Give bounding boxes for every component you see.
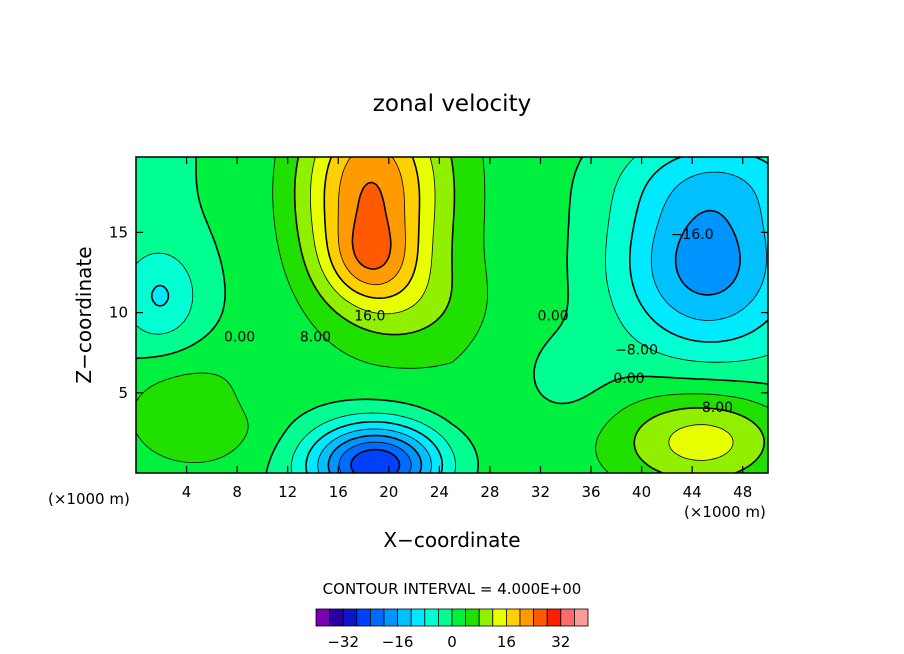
colorbar-tick-label: −32	[327, 633, 359, 651]
x-tick-label: 32	[531, 483, 550, 501]
contour-line	[351, 181, 392, 270]
contour-line	[323, 157, 421, 299]
colorbar-swatch	[397, 608, 412, 627]
x-tick-label: 16	[329, 483, 348, 501]
colorbar-swatch	[410, 608, 426, 627]
colorbar-tick-label: −16	[382, 633, 414, 651]
y-tick-label: 10	[109, 304, 128, 322]
colorbar-swatch	[546, 608, 562, 627]
contour-label: 8.00	[702, 400, 733, 416]
contour-interval-text: CONTOUR INTERVAL = 4.000E+00	[323, 580, 582, 598]
contour-line	[310, 157, 734, 461]
contour-line	[317, 171, 767, 473]
y-tick-label: 5	[118, 384, 128, 402]
contour-line	[136, 157, 768, 473]
plot-frame	[135, 156, 769, 474]
heatmap-field	[136, 157, 768, 473]
colorbar-swatch	[383, 608, 399, 627]
plot-area: 16.0 8.00 0.00 0.00 −16.0 −8.00 0.00 8.00	[135, 156, 769, 474]
colorbar-swatch	[465, 608, 480, 627]
colorbar: −32 −16 0 16 32	[315, 608, 589, 651]
contour-label: −8.00	[615, 342, 658, 358]
colorbar-swatch	[451, 608, 467, 627]
x-tick-label: 40	[632, 483, 651, 501]
contour-line	[136, 157, 768, 473]
y-tick-label: 15	[109, 223, 128, 241]
contour-line	[293, 157, 765, 473]
colorbar-swatch	[505, 608, 521, 627]
colorbar-swatch	[342, 608, 358, 627]
colorbar-swatch	[437, 608, 453, 627]
colorbar-swatch	[369, 608, 385, 627]
y-axis-label: Z−coordinate	[72, 246, 96, 383]
colorbar-swatch	[315, 608, 331, 627]
contour-line	[338, 441, 412, 473]
contour-label: 0.00	[613, 371, 644, 387]
x-tick-label: 12	[278, 483, 297, 501]
contour-line	[136, 157, 768, 473]
colorbar-tick-label: 0	[447, 633, 457, 651]
contour-label: 0.00	[538, 309, 569, 325]
x-tick-label: 44	[683, 483, 702, 501]
colorbar-swatch	[533, 608, 548, 627]
x-axis-label: X−coordinate	[383, 528, 520, 552]
contour-lines	[136, 157, 768, 473]
x-axis: 4 8 12 16 20 24 28 32 36 40 44 48	[182, 157, 752, 501]
x-tick-label: 8	[232, 483, 242, 501]
contour-labels: 16.0 8.00 0.00 0.00 −16.0 −8.00 0.00 8.00	[224, 227, 733, 416]
x-tick-label: 20	[379, 483, 398, 501]
colorbar-swatch	[519, 608, 535, 627]
x-unit-left: (×1000 m)	[48, 490, 130, 508]
chart-title: zonal velocity	[373, 91, 531, 117]
x-tick-label: 36	[581, 483, 600, 501]
contour-line	[327, 209, 741, 473]
colorbar-swatch	[560, 608, 575, 627]
contour-line	[350, 448, 401, 473]
colorbar-tick-label: 16	[497, 633, 516, 651]
contour-line	[150, 157, 768, 473]
contour-label: −16.0	[671, 227, 714, 243]
contour-label: 8.00	[300, 329, 331, 345]
x-tick-label: 4	[182, 483, 192, 501]
contour-label: 0.00	[224, 329, 255, 345]
colorbar-swatch	[492, 608, 507, 627]
colorbar-tick-label: 32	[551, 633, 570, 651]
colorbar-swatch	[329, 608, 344, 627]
colorbar-swatch	[356, 608, 371, 627]
colorbar-swatch	[478, 608, 494, 627]
colorbar-swatch	[574, 608, 589, 627]
y-axis: 5 10 15	[109, 223, 768, 402]
contour-line	[337, 157, 406, 285]
x-tick-label: 28	[480, 483, 499, 501]
colorbar-swatch	[424, 608, 439, 627]
contour-label: 16.0	[354, 309, 385, 325]
x-tick-label: 48	[733, 483, 752, 501]
x-unit-right: (×1000 m)	[684, 503, 766, 521]
x-tick-label: 24	[430, 483, 449, 501]
